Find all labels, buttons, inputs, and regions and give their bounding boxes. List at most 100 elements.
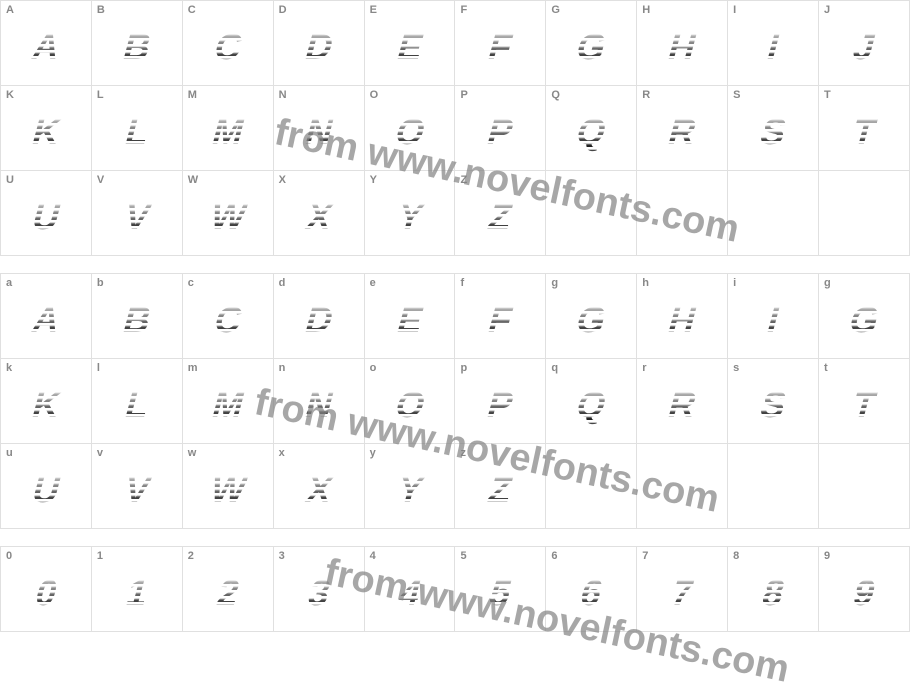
cell-glyph: 9: [849, 572, 879, 614]
cell-glyph: Z: [484, 469, 516, 511]
cell-label: A: [6, 4, 14, 16]
cell-label: r: [642, 362, 646, 374]
cell-label: v: [97, 447, 103, 459]
cell-label: t: [824, 362, 828, 374]
cell-label: x: [279, 447, 285, 459]
cell-glyph: K: [28, 384, 64, 426]
glyph-cell: iI: [728, 274, 819, 359]
cell-label: Y: [370, 174, 377, 186]
glyph-cell: NN: [273, 86, 364, 171]
glyph-cell: KK: [1, 86, 92, 171]
glyph-cell: 66: [546, 547, 637, 632]
glyph-cell: ZZ: [455, 171, 546, 256]
glyph-cell: 33: [273, 547, 364, 632]
cell-glyph: L: [121, 111, 153, 153]
spacer-cell: [1, 529, 910, 547]
cell-label: 4: [370, 550, 376, 562]
glyph-cell: sS: [728, 359, 819, 444]
glyph-cell: 88: [728, 547, 819, 632]
cell-label: S: [733, 89, 740, 101]
glyph-cell: 55: [455, 547, 546, 632]
cell-glyph: 7: [667, 572, 697, 614]
cell-label: Z: [460, 174, 467, 186]
glyph-row: aAbBcCdDeEfFgGhHiIgG: [1, 274, 910, 359]
glyph-cell: XX: [273, 171, 364, 256]
cell-label: B: [97, 4, 105, 16]
glyph-cell: UU: [1, 171, 92, 256]
cell-label: Q: [551, 89, 560, 101]
cell-glyph: D: [300, 26, 336, 68]
glyph-cell: gG: [819, 274, 910, 359]
glyph-cell: LL: [91, 86, 182, 171]
glyph-cell: bB: [91, 274, 182, 359]
glyph-cell: BB: [91, 1, 182, 86]
cell-label: 7: [642, 550, 648, 562]
cell-glyph: X: [301, 469, 335, 511]
cell-glyph: H: [664, 299, 700, 341]
cell-label: c: [188, 277, 194, 289]
cell-label: G: [551, 4, 560, 16]
cell-label: o: [370, 362, 377, 374]
glyph-row: KKLLMMNNOOPPQQRRSSTT: [1, 86, 910, 171]
cell-glyph: M: [208, 384, 248, 426]
glyph-cell: EE: [364, 1, 455, 86]
cell-label: P: [460, 89, 467, 101]
glyph-cell: vV: [91, 444, 182, 529]
cell-label: X: [279, 174, 286, 186]
cell-label: D: [279, 4, 287, 16]
glyph-row: UUVVWWXXYYZZ: [1, 171, 910, 256]
cell-glyph: F: [484, 26, 516, 68]
cell-glyph: B: [119, 26, 155, 68]
glyph-cell: VV: [91, 171, 182, 256]
cell-label: 5: [460, 550, 466, 562]
glyph-cell: wW: [182, 444, 273, 529]
cell-label: p: [460, 362, 467, 374]
cell-glyph: T: [848, 384, 880, 426]
cell-label: q: [551, 362, 558, 374]
glyph-cell: [819, 444, 910, 529]
glyph-cell: 99: [819, 547, 910, 632]
cell-label: z: [460, 447, 466, 459]
cell-label: w: [188, 447, 197, 459]
glyph-cell: gG: [546, 274, 637, 359]
cell-label: b: [97, 277, 104, 289]
cell-glyph: 5: [485, 572, 515, 614]
spacer-row: [1, 529, 910, 547]
cell-glyph: I: [763, 299, 783, 341]
cell-label: k: [6, 362, 12, 374]
cell-label: a: [6, 277, 12, 289]
glyph-cell: rR: [637, 359, 728, 444]
cell-label: d: [279, 277, 286, 289]
cell-label: N: [279, 89, 287, 101]
cell-glyph: R: [664, 384, 700, 426]
cell-glyph: R: [664, 111, 700, 153]
glyph-cell: 11: [91, 547, 182, 632]
cell-glyph: Y: [392, 469, 426, 511]
cell-glyph: A: [28, 26, 64, 68]
glyph-cell: xX: [273, 444, 364, 529]
spacer-row: [1, 256, 910, 274]
glyph-row: 00112233445566778899: [1, 547, 910, 632]
cell-glyph: I: [763, 26, 783, 68]
glyph-cell: eE: [364, 274, 455, 359]
cell-glyph: V: [120, 469, 154, 511]
cell-glyph: D: [300, 299, 336, 341]
cell-label: O: [370, 89, 379, 101]
glyph-cell: aA: [1, 274, 92, 359]
cell-glyph: Y: [392, 196, 426, 238]
glyph-cell: kK: [1, 359, 92, 444]
cell-glyph: G: [572, 299, 610, 341]
glyph-cell: lL: [91, 359, 182, 444]
glyph-row: kKlLmMnNoOpPqQrRsStT: [1, 359, 910, 444]
glyph-cell: TT: [819, 86, 910, 171]
glyph-cell: WW: [182, 171, 273, 256]
cell-label: 0: [6, 550, 12, 562]
glyph-cell: pP: [455, 359, 546, 444]
cell-glyph: Z: [484, 196, 516, 238]
glyph-cell: SS: [728, 86, 819, 171]
glyph-cell: tT: [819, 359, 910, 444]
cell-label: H: [642, 4, 650, 16]
glyph-cell: dD: [273, 274, 364, 359]
cell-glyph: S: [756, 111, 790, 153]
cell-label: g: [824, 277, 831, 289]
